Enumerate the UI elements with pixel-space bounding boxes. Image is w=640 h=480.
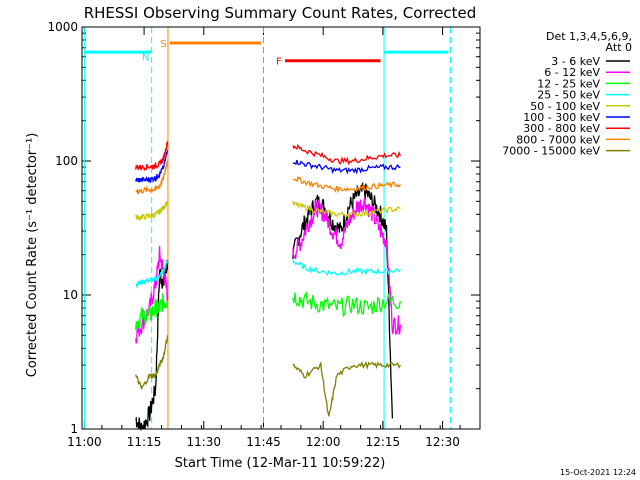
footer-timestamp: 15-Oct-2021 12:24 bbox=[560, 468, 636, 477]
series-line bbox=[292, 259, 401, 276]
plot-frame bbox=[81, 26, 481, 430]
series-line bbox=[135, 335, 169, 391]
state-flag: N bbox=[142, 53, 149, 64]
legend-label: 6 - 12 keV bbox=[544, 66, 600, 79]
legend-label: 300 - 800 keV bbox=[523, 122, 600, 135]
x-tick-label: 11:00 bbox=[67, 435, 102, 449]
series-line bbox=[292, 291, 402, 318]
y-axis-label: Corrected Count Rate (s⁻¹ detector⁻¹) bbox=[25, 133, 40, 378]
x-tick-label: 11:30 bbox=[186, 435, 221, 449]
x-tick-label: 11:15 bbox=[127, 435, 162, 449]
y-tick-label: 1000 bbox=[47, 20, 78, 34]
y-tick-label: 100 bbox=[55, 154, 78, 168]
legend-label: 25 - 50 keV bbox=[537, 89, 600, 102]
state-flag: F bbox=[276, 57, 282, 68]
series-line bbox=[135, 160, 169, 196]
legend-header-2: Att 0 bbox=[606, 41, 632, 54]
x-axis-label: Start Time (12-Mar-11 10:59:22) bbox=[175, 456, 386, 471]
state-flag: S bbox=[160, 39, 166, 50]
x-tick-label: 12:30 bbox=[425, 435, 460, 449]
x-tick-label: 12:00 bbox=[306, 435, 341, 449]
series-line bbox=[135, 260, 169, 290]
legend-header-1: Det 1,3,4,5,6,9, bbox=[546, 30, 632, 43]
series-line bbox=[292, 175, 401, 194]
chart-title: RHESSI Observing Summary Count Rates, Co… bbox=[84, 4, 477, 22]
x-tick-label: 11:45 bbox=[246, 435, 281, 449]
series-line bbox=[292, 159, 401, 175]
legend-label: 100 - 300 keV bbox=[523, 111, 600, 124]
series-line bbox=[292, 143, 401, 166]
series-line bbox=[292, 200, 401, 219]
legend-label: 3 - 6 keV bbox=[551, 55, 600, 68]
legend-label: 12 - 25 keV bbox=[537, 77, 600, 90]
series-line bbox=[135, 260, 169, 432]
series-line bbox=[292, 197, 402, 335]
series-line bbox=[292, 360, 401, 417]
legend-label: 7000 - 15000 keV bbox=[502, 145, 600, 158]
series-line bbox=[135, 141, 169, 172]
series-line bbox=[135, 150, 169, 184]
legend-label: 800 - 7000 keV bbox=[516, 133, 600, 146]
x-tick-label: 12:15 bbox=[366, 435, 401, 449]
series-line bbox=[135, 293, 168, 330]
y-tick-label: 1 bbox=[70, 422, 78, 436]
legend-label: 50 - 100 keV bbox=[530, 100, 600, 113]
series-line bbox=[135, 201, 169, 221]
y-tick-label: 10 bbox=[63, 288, 78, 302]
